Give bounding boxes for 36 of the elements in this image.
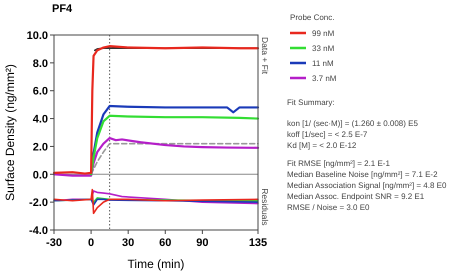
x-tick-label: 90: [196, 237, 208, 249]
y-axis-title: Surface Density (ng/mm²): [3, 64, 17, 201]
y-tick-label: 10.0: [26, 30, 48, 42]
text: kon [1/ (sec·M)] = (1.260 ± 0.008) E5: [287, 119, 418, 128]
legend-label: 3.7 nM: [312, 74, 337, 83]
x-tick-label: -30: [46, 237, 62, 249]
x-axis-title: Time (min): [128, 257, 184, 271]
text: Median Assoc. Endpoint SNR = 9.2 E1: [287, 192, 425, 201]
x-tick-label: 0: [88, 237, 94, 249]
x-tick-label: 135: [248, 237, 268, 249]
text: RMSE / Noise = 3.0 E0: [287, 203, 370, 212]
line-series: [53, 188, 259, 214]
chart-title: PF4: [52, 3, 74, 15]
legend-label: 33 nM: [312, 44, 335, 53]
legend-label: 11 nM: [312, 59, 334, 68]
y-tick-label: 2.0: [32, 141, 48, 154]
y-tick-label: 8.0: [32, 58, 48, 70]
text: Kd [M] = < 2.0 E-12: [287, 141, 357, 150]
text: Residuals: [260, 188, 270, 226]
x-tick-label: 30: [122, 237, 134, 249]
x-tick-label: 60: [159, 237, 172, 249]
text: Data + Fit: [260, 37, 270, 75]
text: koff [1/sec] = < 2.5 E-7: [287, 130, 368, 139]
line-series: [52, 45, 260, 175]
y-tick-label: 0.0: [32, 169, 48, 182]
legend-label: 99 nM: [312, 29, 335, 38]
y-tick-label: -4.0: [29, 225, 48, 237]
y-tick-label: 4.0: [32, 114, 48, 126]
y-tick-label: 6.0: [32, 86, 48, 98]
text: Fit Summary:: [287, 98, 335, 107]
line-series: [52, 136, 260, 177]
legend-title: Probe Conc.: [290, 13, 334, 22]
text: Median Association Signal [ng/mm²] = 4.8 E0: [287, 181, 447, 190]
text: Fit RMSE [ng/mm²] = 2.1 E-1: [287, 159, 390, 168]
text: Median Baseline Noise [ng/mm²] = 7.1 E-2: [287, 170, 438, 179]
y-tick-label: -2.0: [29, 197, 48, 210]
